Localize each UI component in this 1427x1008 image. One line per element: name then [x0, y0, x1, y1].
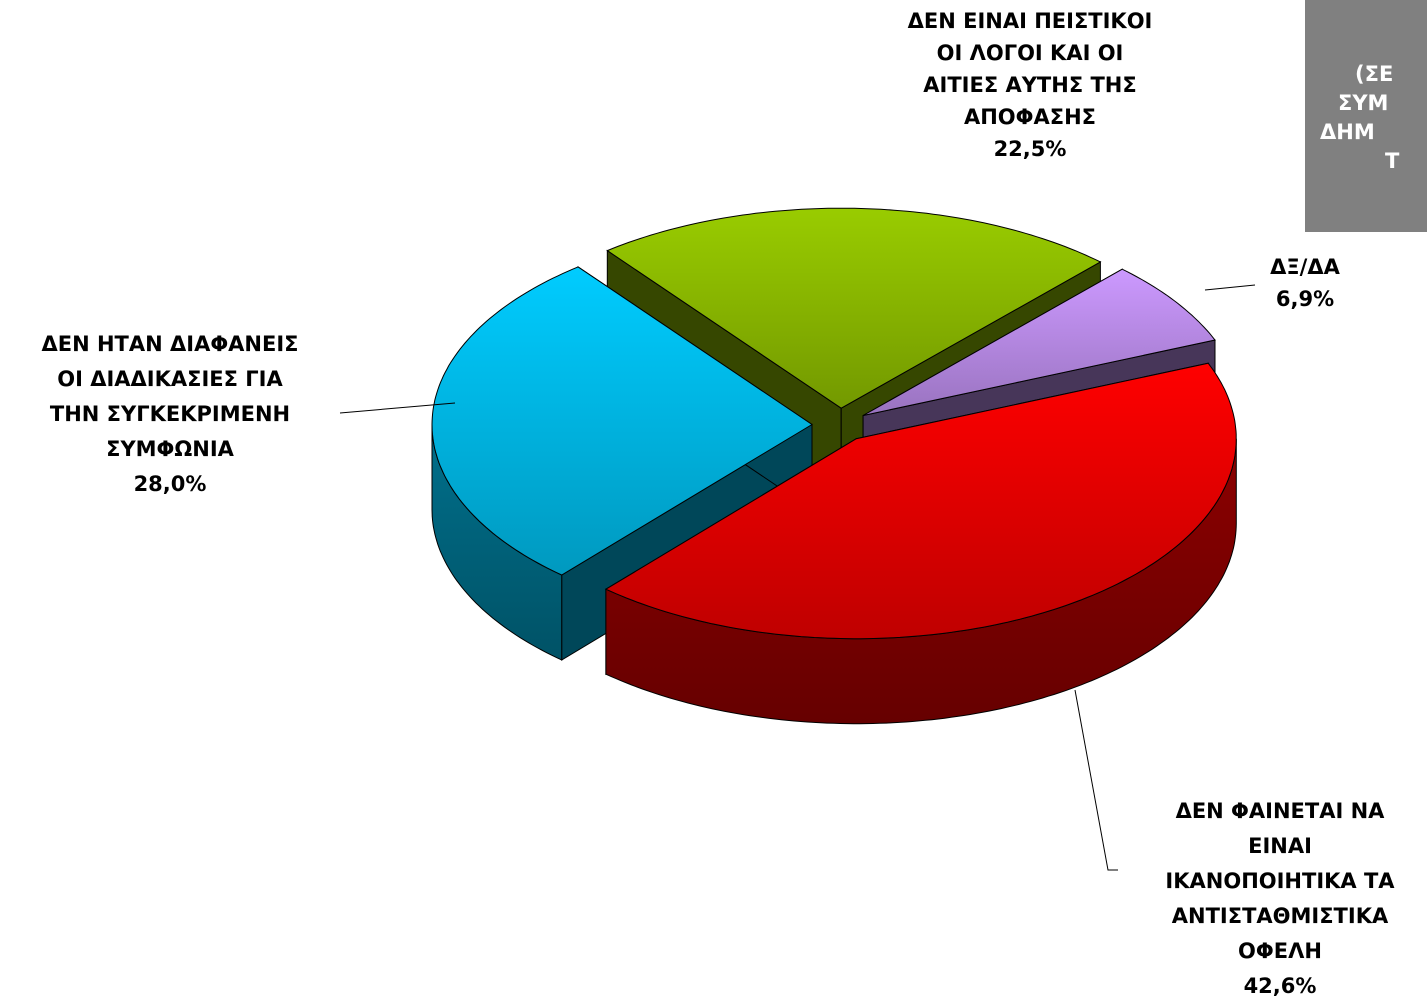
note-text: ΔΗΜ: [1320, 120, 1375, 144]
slice: [604, 362, 1237, 725]
leader-line: [1074, 689, 1118, 871]
slice-top: [606, 207, 1102, 409]
value-label: 42,6%: [1244, 974, 1317, 998]
note-text: Τ: [1385, 149, 1400, 173]
value-label: 6,9%: [1276, 287, 1334, 311]
slice-label: ΑΠΟΦΑΣΗΣ: [964, 105, 1096, 129]
slice-label: ΟΦΕΛΗ: [1238, 939, 1322, 963]
note-text: ΣΥΜ: [1338, 91, 1388, 115]
leader-line: [339, 402, 456, 414]
slice-label: ΕΙΝΑΙ: [1248, 834, 1312, 858]
slice-label: ΑΝΤΙΣΤΑΘΜΙΣΤΙΚΑ: [1172, 904, 1389, 928]
slice-label: ΔΕΝ ΕΙΝΑΙ ΠΕΙΣΤΙΚΟΙ: [908, 9, 1153, 33]
slice-label: ΟΙ ΔΙΑΔΙΚΑΣΙΕΣ ΓΙΑ: [57, 367, 283, 391]
slice-label: ΤΗΝ ΣΥΓΚΕΚΡΙΜΕΝΗ: [50, 402, 290, 426]
slice-top: [604, 362, 1237, 640]
note-text: (ΣΕ: [1355, 62, 1393, 86]
note-box: [1305, 0, 1427, 232]
slice-label: ΣΥΜΦΩΝΙΑ: [106, 437, 235, 461]
leader-line: [1204, 284, 1256, 291]
slice-label: ΟΙ ΛΟΓΟΙ ΚΑΙ ΟΙ: [937, 41, 1124, 65]
slice-top: [862, 268, 1216, 416]
slice-label: ΑΙΤΙΕΣ ΑΥΤΗΣ ΤΗΣ: [923, 73, 1136, 97]
value-label: 22,5%: [994, 137, 1067, 161]
slice-label: ΔΕΝ ΗΤΑΝ ΔΙΑΦΑΝΕΙΣ: [41, 332, 298, 356]
slice-label: ΔΕΝ ΦΑΙΝΕΤΑΙ ΝΑ: [1176, 799, 1386, 823]
slice-top: [431, 266, 813, 576]
slice-label: ΙΚΑΝΟΠΟΙΗΤΙΚΑ ΤΑ: [1165, 869, 1395, 893]
slice-label: ΔΞ/ΔΑ: [1270, 255, 1340, 279]
pie: [431, 207, 1237, 725]
value-label: 28,0%: [134, 472, 207, 496]
